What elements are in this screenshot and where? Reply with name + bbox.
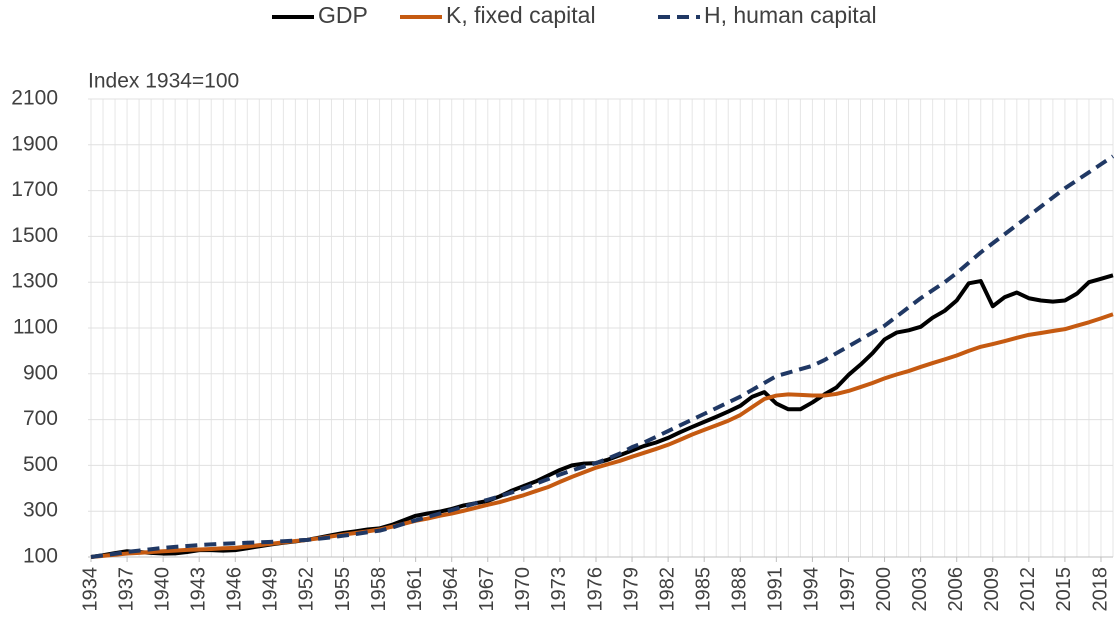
x-tick-label: 1967: [476, 567, 498, 612]
y-tick-label: 700: [23, 407, 58, 430]
x-tick-label: 1979: [620, 567, 642, 612]
x-tick-label: 1961: [404, 567, 426, 612]
legend-label: K, fixed capital: [446, 2, 596, 28]
x-tick-label: 1946: [224, 567, 246, 612]
y-tick-label: 1100: [13, 316, 58, 339]
x-tick-label: 1958: [368, 567, 390, 612]
axis-label: Index 1934=100: [88, 70, 239, 93]
y-tick-label: 1500: [11, 224, 58, 247]
x-tick-label: 1985: [692, 567, 714, 612]
y-tick-label: 1700: [11, 178, 58, 201]
x-tick-label: 1940: [151, 567, 173, 612]
x-tick-label: 1970: [512, 567, 534, 612]
y-tick-label: 300: [23, 499, 58, 522]
y-tick-label: 900: [23, 361, 58, 384]
x-tick-label: 1988: [729, 567, 751, 612]
x-tick-label: 1997: [837, 567, 859, 612]
x-tick-label: 2012: [1017, 567, 1039, 612]
series-line: [90, 273, 1114, 559]
x-tick-label: 2009: [981, 567, 1003, 612]
legend-label: GDP: [318, 2, 368, 28]
x-tick-label: 1982: [656, 567, 678, 612]
x-tick-label: 1994: [801, 567, 823, 612]
x-tick-label: 1991: [765, 567, 787, 612]
y-tick-label: 100: [23, 545, 58, 568]
legend-label: H, human capital: [704, 2, 877, 28]
x-tick-label: 1952: [296, 567, 318, 612]
y-tick-label: 1900: [11, 132, 58, 155]
y-tick-label: 500: [23, 453, 58, 476]
x-tick-label: 2018: [1089, 567, 1111, 612]
y-tick-label: 2100: [11, 87, 58, 110]
x-tick-label: 1976: [584, 567, 606, 612]
x-tick-label: 1964: [440, 567, 462, 612]
x-tick-label: 2015: [1053, 567, 1075, 612]
x-tick-label: 2003: [909, 567, 931, 612]
x-tick-label: 1937: [115, 567, 137, 612]
x-tick-label: 1934: [79, 567, 101, 612]
x-tick-label: 1949: [260, 567, 282, 612]
x-tick-label: 2000: [873, 567, 895, 612]
x-tick-label: 2006: [945, 567, 967, 612]
x-tick-label: 1973: [548, 567, 570, 612]
series-line: [90, 312, 1114, 559]
x-tick-label: 1955: [332, 567, 354, 612]
x-tick-label: 1943: [187, 567, 209, 612]
y-tick-label: 1300: [11, 270, 58, 293]
series-line: [90, 154, 1115, 559]
